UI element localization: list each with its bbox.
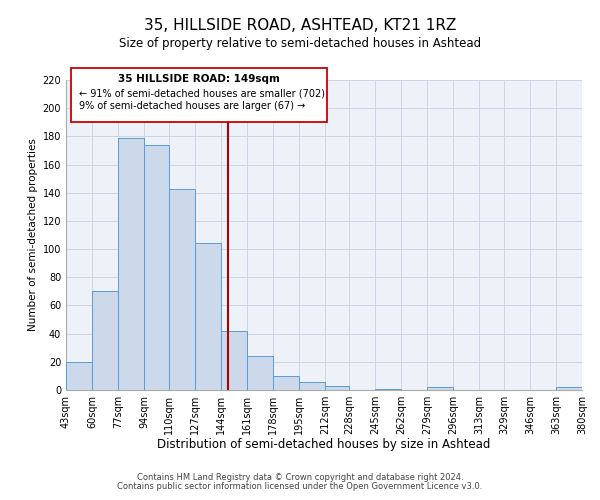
Bar [221, 331, 247, 390]
Text: Size of property relative to semi-detached houses in Ashtead: Size of property relative to semi-detach… [119, 38, 481, 51]
Bar [118, 138, 144, 390]
Bar [273, 376, 299, 390]
Bar [325, 386, 349, 390]
Text: Contains HM Land Registry data © Crown copyright and database right 2024.: Contains HM Land Registry data © Crown c… [137, 474, 463, 482]
Bar [427, 387, 454, 390]
Bar [169, 188, 194, 390]
Text: 35, HILLSIDE ROAD, ASHTEAD, KT21 1RZ: 35, HILLSIDE ROAD, ASHTEAD, KT21 1RZ [144, 18, 456, 32]
Text: 35 HILLSIDE ROAD: 149sqm: 35 HILLSIDE ROAD: 149sqm [118, 74, 280, 85]
Bar [66, 362, 92, 390]
Bar [299, 382, 325, 390]
Text: ← 91% of semi-detached houses are smaller (702): ← 91% of semi-detached houses are smalle… [79, 88, 325, 98]
Bar [194, 244, 221, 390]
Y-axis label: Number of semi-detached properties: Number of semi-detached properties [28, 138, 38, 332]
Bar [556, 387, 582, 390]
Bar [92, 292, 118, 390]
FancyBboxPatch shape [71, 68, 326, 122]
Bar [144, 145, 169, 390]
Bar [247, 356, 273, 390]
X-axis label: Distribution of semi-detached houses by size in Ashtead: Distribution of semi-detached houses by … [157, 438, 491, 452]
Text: Contains public sector information licensed under the Open Government Licence v3: Contains public sector information licen… [118, 482, 482, 491]
Text: 9% of semi-detached houses are larger (67) →: 9% of semi-detached houses are larger (6… [79, 102, 305, 112]
Bar [375, 388, 401, 390]
